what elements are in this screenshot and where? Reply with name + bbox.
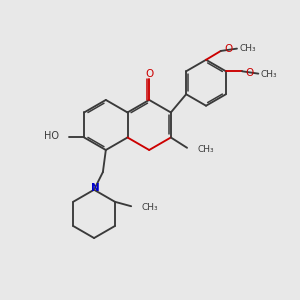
- Text: HO: HO: [44, 131, 59, 141]
- Text: CH₃: CH₃: [142, 203, 158, 212]
- Text: O: O: [145, 69, 153, 79]
- Text: CH₃: CH₃: [239, 44, 256, 52]
- Text: O: O: [224, 44, 232, 55]
- Text: N: N: [91, 183, 100, 193]
- Text: CH₃: CH₃: [260, 70, 277, 79]
- Text: O: O: [246, 68, 254, 78]
- Text: CH₃: CH₃: [197, 145, 214, 154]
